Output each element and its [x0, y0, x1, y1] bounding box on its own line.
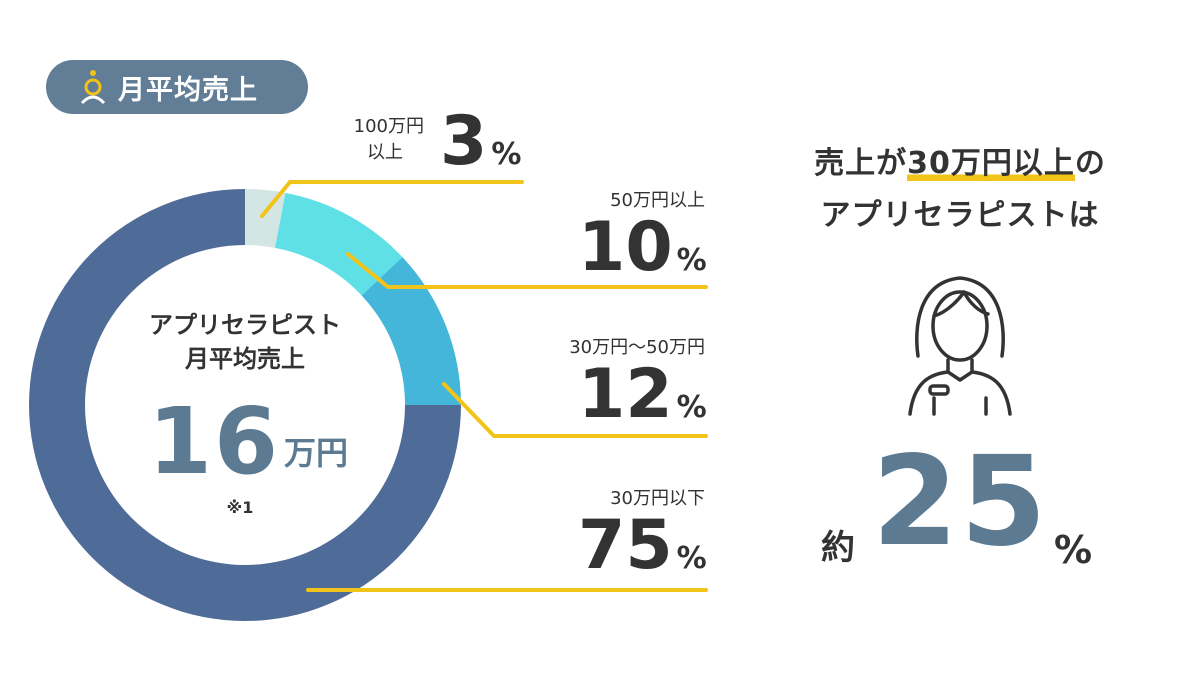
pct-50man-sign: %	[676, 243, 707, 278]
label-50man: 50万円以上	[610, 190, 705, 211]
summary-line2: アプリセラピストは	[820, 198, 1100, 233]
label-30man-under: 30万円以下	[610, 488, 705, 509]
label-100man-line2: 以上	[367, 142, 403, 163]
summary-highlight: 30万円以上	[907, 146, 1075, 181]
label-100man: 100万円 以上	[326, 114, 424, 166]
center-title-line1: アプリセラピスト	[149, 311, 341, 339]
summary-line1: 売上が30万円以上の	[780, 138, 1140, 182]
summary-line1-a: 売上が	[814, 146, 908, 181]
slice-30-50man	[361, 257, 461, 405]
pct-30-50man-sign: %	[676, 390, 707, 425]
leader-50man	[346, 252, 708, 289]
leader-30-50man	[442, 382, 708, 438]
leader-100man	[260, 180, 524, 218]
summary-value: 25	[872, 430, 1049, 574]
pct-100man-value: 3	[440, 102, 488, 181]
pct-100man: 3%	[440, 108, 521, 176]
approx-label: 約	[821, 528, 855, 568]
center-note: ※1	[226, 498, 254, 517]
pct-50man: 10%	[578, 214, 707, 282]
section-title: 月平均売上	[118, 74, 258, 106]
slice-100man	[245, 189, 286, 248]
person-pin-icon	[80, 70, 106, 105]
pct-100man-sign: %	[491, 137, 522, 172]
center-title: アプリセラピスト 月平均売上	[95, 308, 395, 376]
pct-30-50man: 12%	[578, 361, 707, 429]
pct-30man-under-value: 75	[578, 506, 673, 585]
summary-percent-sign: %	[1054, 528, 1093, 572]
label-30-50man: 30万円〜50万円	[569, 337, 705, 358]
pct-30man-under: 75%	[578, 512, 707, 580]
pct-30man-under-sign: %	[676, 541, 707, 576]
female-therapist-icon	[908, 276, 1012, 416]
label-100man-line1: 100万円	[353, 116, 424, 137]
center-title-line2: 月平均売上	[185, 345, 305, 373]
pct-50man-value: 10	[578, 208, 673, 287]
pct-30-50man-value: 12	[578, 355, 673, 434]
summary-line1-b: の	[1074, 146, 1106, 181]
slice-50man	[274, 192, 403, 296]
section-header-pill: 月平均売上	[46, 60, 308, 114]
center-unit: 万円	[284, 434, 349, 472]
center-value: 16	[148, 388, 281, 495]
